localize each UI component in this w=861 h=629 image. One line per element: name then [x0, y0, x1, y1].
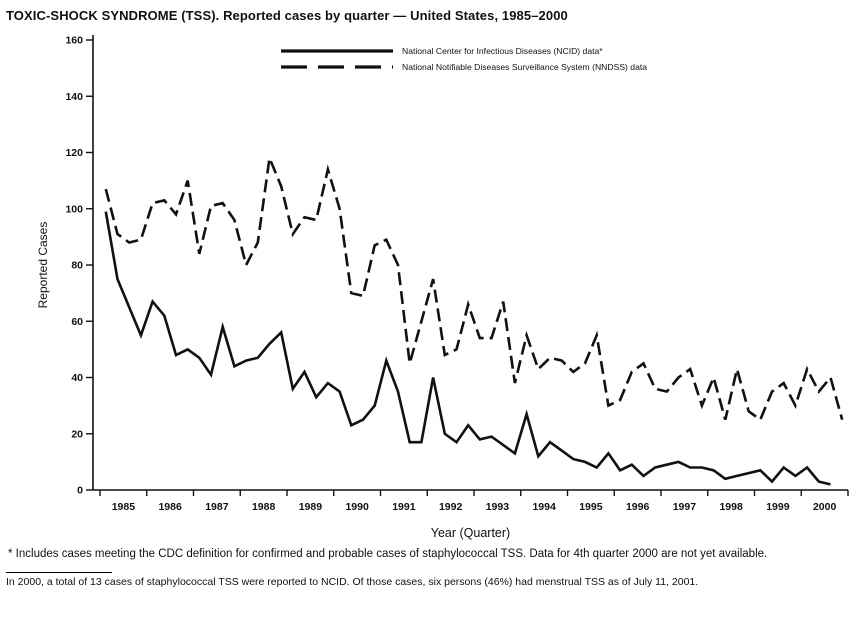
footnote-asterisk: * Includes cases meeting the CDC definit… [8, 548, 768, 560]
ncid-line [104, 211, 831, 486]
x-year-label: 1988 [252, 501, 276, 513]
x-year-label: 1996 [626, 501, 650, 513]
y-tick-label: 60 [71, 316, 83, 328]
x-year-label: 2000 [813, 501, 837, 513]
footnote-divider [6, 571, 112, 573]
x-year-label: 1987 [205, 501, 229, 513]
footnote-summary: In 2000, a total of 13 cases of staphylo… [6, 575, 699, 588]
x-year-label: 1989 [299, 501, 323, 513]
y-tick-label: 0 [77, 485, 83, 497]
tss-line-chart: 0 20 40 60 80 100 120 140 160 1985 1986 1987 1988 198… [36, 35, 849, 540]
x-year-label: 1991 [392, 501, 416, 513]
y-axis-title: Reported Cases [36, 222, 50, 309]
y-tick-label: 100 [65, 203, 83, 215]
y-tick-label: 20 [71, 428, 83, 440]
figure-title: TOXIC-SHOCK SYNDROME (TSS). Reported cas… [6, 8, 568, 23]
nndss-line [104, 153, 844, 422]
x-year-label: 1995 [579, 501, 603, 513]
y-tick-label: 40 [71, 372, 83, 384]
y-tick-label: 140 [65, 91, 83, 103]
y-tick-label: 120 [65, 147, 83, 159]
x-year-label: 1999 [766, 501, 790, 513]
y-tick-label: 160 [65, 35, 83, 47]
x-year-label: 1993 [486, 501, 510, 513]
legend-ncid-label: National Center for Infectious Diseases … [402, 46, 603, 56]
x-year-label: 1990 [345, 501, 369, 513]
x-year-label: 1998 [719, 501, 743, 513]
x-year-label: 1994 [532, 501, 556, 513]
y-tick-label: 80 [71, 260, 83, 272]
x-year-label: 1986 [158, 501, 182, 513]
x-axis-title: Year (Quarter) [431, 526, 510, 540]
x-year-label: 1985 [112, 501, 136, 513]
x-year-label: 1992 [439, 501, 463, 513]
legend-nndss-label: National Notifiable Diseases Surveillanc… [402, 62, 647, 72]
x-year-label: 1997 [673, 501, 697, 513]
